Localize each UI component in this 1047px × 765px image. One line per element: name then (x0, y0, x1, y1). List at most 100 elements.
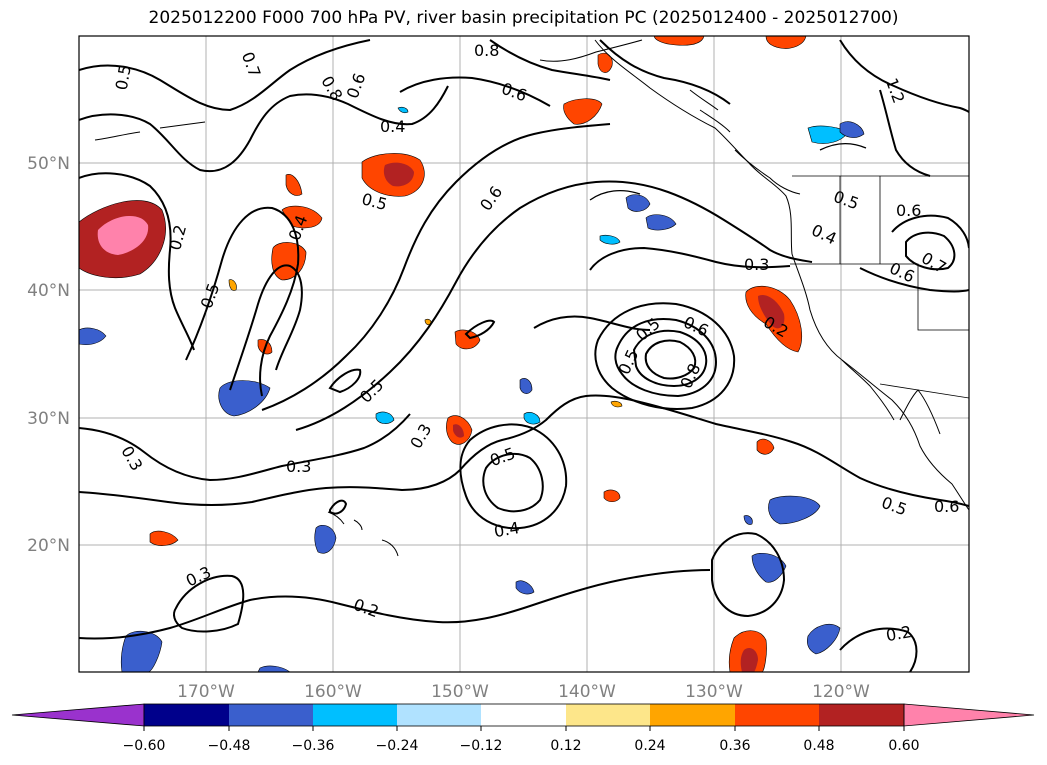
precip-blob (603, 489, 621, 503)
lat-label: 30°N (27, 409, 70, 429)
contour-line (328, 368, 362, 394)
baja-coast (841, 359, 895, 421)
contour-line (644, 339, 697, 380)
contour-label: 0.3 (744, 255, 769, 274)
colorbar-tick-label: 0.24 (634, 738, 665, 754)
colorbar-tick-label: −0.36 (292, 738, 335, 754)
contour-line (229, 264, 303, 391)
colorbar-ticks (143, 726, 905, 731)
colorbar-swatch (313, 704, 397, 726)
precip-blob (751, 553, 787, 583)
contour-line (79, 394, 969, 507)
colorbar-frame (143, 703, 905, 727)
precip-blob (375, 411, 395, 424)
colorbar-swatch (735, 704, 819, 726)
contour-line (589, 189, 641, 201)
colorbar-low-extend (11, 703, 145, 727)
precip-blob (625, 194, 651, 212)
lon-label: 130°W (685, 682, 743, 702)
colorbar-tick-label: 0.48 (803, 738, 834, 754)
precip-blob (120, 630, 163, 672)
colorbar-swatch (229, 704, 313, 726)
precip-blob (806, 624, 841, 655)
colorbar-tick-label: −0.12 (460, 738, 503, 754)
map-panel[interactable]: 0.5 0.7 0.8 0.6 0.4 0.8 0.6 0.5 0.6 0.4 … (79, 36, 969, 672)
lat-label: 50°N (27, 154, 70, 174)
contour-line (632, 329, 708, 388)
vancouver-island (734, 149, 801, 195)
political-borders (790, 175, 969, 399)
precip-blob (218, 380, 271, 417)
colorbar-tick-label: 0.12 (550, 738, 581, 754)
map-title: 2025012200 F000 700 hPa PV, river basin … (148, 8, 899, 28)
precip-blob (149, 530, 179, 546)
colorbar: −0.60 −0.48 −0.36 −0.24 −0.12 0.12 0.24 … (11, 703, 1035, 754)
contour-line (711, 532, 786, 618)
colorbar-tick-label: 0.60 (888, 738, 919, 754)
precip-blob (314, 525, 337, 554)
contour-line (839, 39, 969, 113)
contour-line (589, 246, 791, 271)
colorbar-swatch (397, 704, 481, 726)
lon-label: 120°W (812, 682, 870, 702)
contour-line (79, 39, 371, 112)
precip-blob (515, 580, 535, 595)
contour-line (879, 89, 931, 177)
contour-line (839, 627, 918, 672)
colorbar-tick-label: −0.48 (208, 738, 251, 754)
precip-blob (563, 98, 603, 125)
contour-line (464, 319, 496, 340)
contour-line (79, 569, 711, 640)
precip-blob (599, 234, 621, 245)
colorbar-swatch (819, 704, 904, 726)
precip-blob (610, 400, 623, 408)
alaska-coast (539, 39, 643, 62)
state-border (790, 263, 969, 331)
lon-label: 170°W (177, 682, 235, 702)
contour-label: 0.8 (474, 41, 499, 60)
precip-blob (765, 36, 807, 49)
map-frame (78, 35, 970, 673)
precip-blob (645, 214, 677, 231)
precip-blob (97, 215, 149, 255)
precip-blob (228, 279, 237, 291)
contour-line (399, 76, 551, 107)
lon-label: 160°W (304, 682, 362, 702)
precip-blob (758, 294, 785, 329)
longitude-labels: 170°W 160°W 150°W 140°W 130°W 120°W (177, 682, 870, 702)
precip-blob (454, 329, 481, 350)
precip-blob (281, 205, 323, 229)
lat-label: 40°N (27, 281, 70, 301)
latitude-labels: 50°N 40°N 30°N 20°N (27, 154, 70, 556)
contour-line (599, 39, 731, 105)
colorbar-swatch (481, 704, 566, 726)
contour-line (482, 452, 544, 513)
contour-line (79, 413, 411, 482)
precip-blob (397, 106, 409, 114)
contour-label: 0.4 (380, 117, 405, 136)
colorbar-swatch (650, 704, 735, 726)
precip-blob (740, 648, 758, 672)
colorbar-tick-label: −0.60 (123, 738, 166, 754)
colorbar-tick-label: −0.24 (376, 738, 419, 754)
contour-line (594, 302, 736, 410)
north-america-coast (594, 39, 969, 511)
precip-blob (839, 121, 865, 138)
contour-line (459, 423, 568, 530)
precip-blob (519, 378, 533, 394)
contour-line (261, 123, 611, 411)
lon-label: 150°W (431, 682, 489, 702)
colorbar-tick-label: 0.36 (719, 738, 750, 754)
contour-line (329, 499, 348, 515)
contour-label: 0.5 (112, 63, 135, 91)
coastlines (94, 39, 969, 557)
precip-blob (285, 174, 303, 196)
precip-blob (768, 495, 821, 525)
contour-label: 0.6 (934, 497, 959, 516)
contour-line (533, 315, 651, 331)
precip-blob (257, 665, 291, 672)
contour-line (79, 85, 449, 173)
precip-positive (79, 36, 807, 672)
contour-line (79, 172, 195, 351)
